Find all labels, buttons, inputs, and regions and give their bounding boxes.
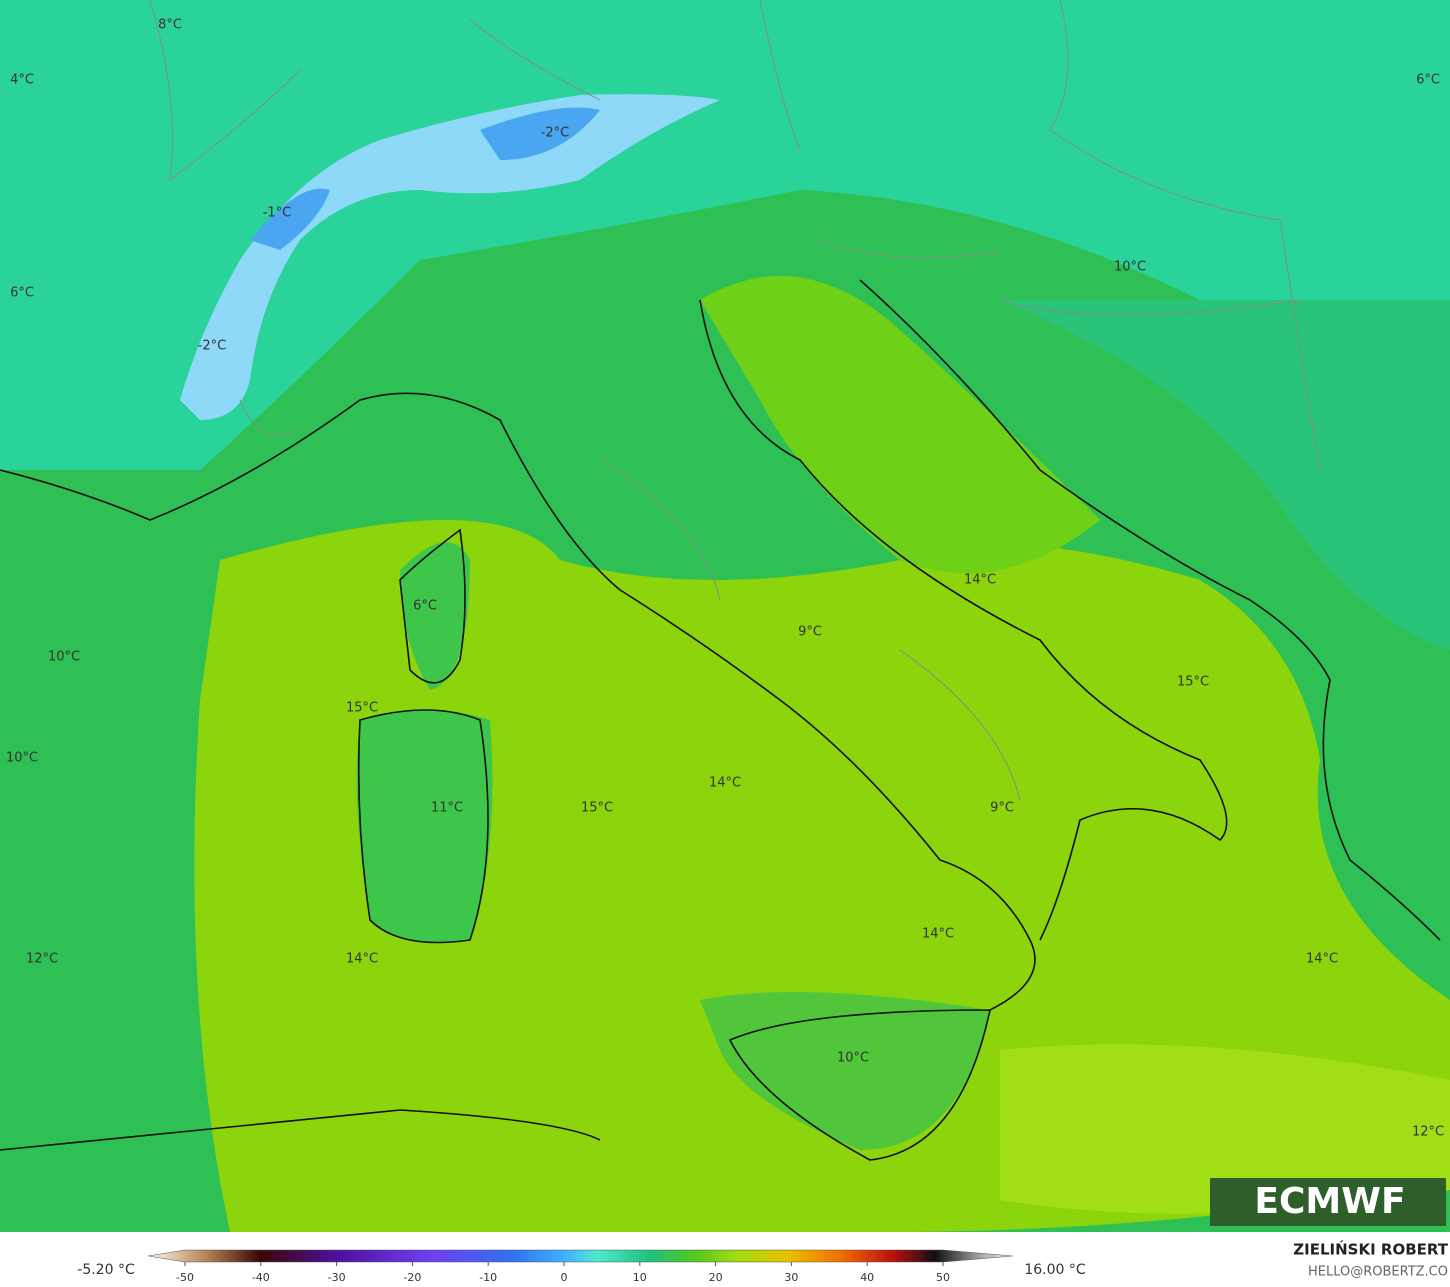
temp-label: 12°C	[26, 952, 58, 967]
colorbar-min: -5.20 °C	[77, 1262, 135, 1278]
temp-label: 10°C	[837, 1051, 869, 1066]
colorbar-tick-label: -10	[479, 1271, 497, 1284]
sicily	[700, 992, 990, 1150]
map-labels: 8°C 4°C 6°C -2°C -1°C 6°C 10°C -2°C 14°C 6°C 10°C 9…	[6, 18, 1444, 1140]
north-region	[0, 0, 1450, 470]
temp-label: 6°C	[1416, 73, 1440, 88]
colorbar	[147, 1249, 1014, 1263]
temp-label: -2°C	[198, 339, 227, 354]
colorbar-tick-label: 50	[936, 1271, 950, 1284]
temp-label: 15°C	[346, 701, 378, 716]
temp-label: -2°C	[541, 126, 570, 141]
temp-label: 10°C	[6, 751, 38, 766]
credit-email: HELLO@ROBERTZ.CO	[1308, 1265, 1448, 1280]
temp-label: 10°C	[48, 650, 80, 665]
temp-label: 9°C	[798, 625, 822, 640]
temp-label: 15°C	[1177, 675, 1209, 690]
alps-coldest	[250, 107, 600, 250]
colorbar-tick-label: -40	[252, 1271, 270, 1284]
borders	[149, 0, 1321, 801]
temp-label: 11°C	[431, 801, 463, 816]
temp-label: 6°C	[413, 599, 437, 614]
colorbar-tick-label: 20	[709, 1271, 723, 1284]
temp-label: 10°C	[1114, 260, 1146, 275]
temp-label: 12°C	[1412, 1125, 1444, 1140]
colorbar-tick-label: 30	[784, 1271, 798, 1284]
colorbar-tick-label: -20	[403, 1271, 421, 1284]
temp-label: 9°C	[990, 801, 1014, 816]
temp-label: 8°C	[158, 18, 182, 33]
logo: ECMWF	[1254, 1181, 1405, 1222]
colorbar-max: 16.00 °C	[1024, 1262, 1086, 1278]
temp-label: 14°C	[1306, 952, 1338, 967]
temp-label: 14°C	[922, 927, 954, 942]
colorbar-tick-label: -30	[328, 1271, 346, 1284]
colorbar-tick-label: 10	[633, 1271, 647, 1284]
temp-label: -1°C	[263, 206, 292, 221]
islands	[356, 542, 493, 943]
temp-label: 15°C	[581, 801, 613, 816]
temp-label: 14°C	[964, 573, 996, 588]
temp-label: 14°C	[709, 776, 741, 791]
adriatic	[700, 276, 1100, 574]
credit-name: ZIELIŃSKI ROBERT	[1293, 1240, 1448, 1259]
temp-label: 6°C	[10, 286, 34, 301]
colorbar-tick-label: -50	[176, 1271, 194, 1284]
ionian-warm	[1000, 1044, 1450, 1214]
temp-label: 4°C	[10, 73, 34, 88]
map: ECMWF	[0, 0, 1450, 1232]
colorbar-tick-label: 40	[860, 1271, 874, 1284]
temp-label: 14°C	[346, 952, 378, 967]
colorbar-tick-label: 0	[561, 1271, 568, 1284]
alps-cold	[180, 94, 720, 420]
logo-box	[1210, 1178, 1446, 1226]
coastline	[0, 279, 1441, 1161]
balkan-region	[1000, 300, 1450, 650]
